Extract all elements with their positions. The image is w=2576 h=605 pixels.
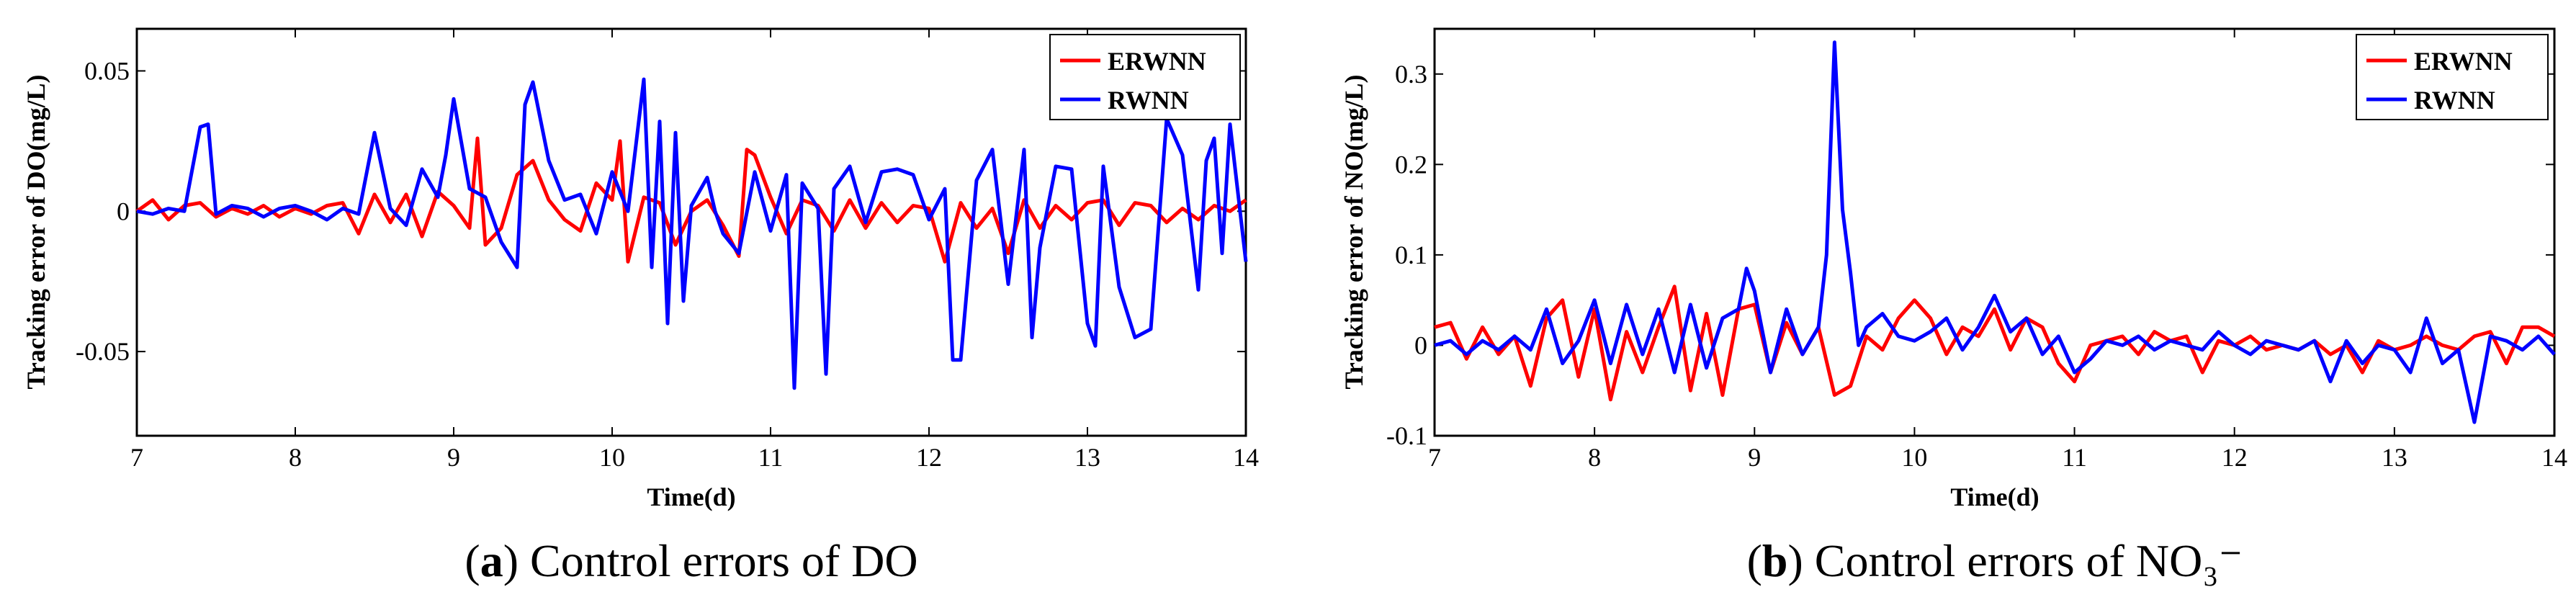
x-tick-label: 8 (1588, 443, 1601, 472)
x-tick-label: 10 (599, 443, 625, 472)
x-axis-ticks-a: 7 8 9 10 11 12 13 14 (130, 29, 1259, 472)
legend-label-rwnn-b: RWNN (2414, 86, 2495, 115)
x-tick-label: 12 (2222, 443, 2248, 472)
legend-b: ERWNN RWNN (2356, 34, 2549, 120)
y-tick-label: -0.1 (1386, 421, 1427, 450)
x-axis-label-a: Time(d) (647, 483, 735, 511)
x-tick-label: 14 (2541, 443, 2567, 472)
x-tick-label: 13 (1074, 443, 1100, 472)
y-axis-label-b: Tracking error of NO(mg/L) (1339, 75, 1368, 390)
caption-b-letter: b (1762, 535, 1788, 586)
series-line-erwnn (1434, 284, 2556, 402)
series-line-rwnn (136, 77, 1248, 390)
caption-b: (b) Control errors of NO₃⁻ (1747, 535, 2243, 586)
x-tick-label: 14 (1233, 443, 1259, 472)
x-tick-label: 7 (1428, 443, 1441, 472)
caption-a-letter: a (480, 535, 503, 586)
series-group-b (1434, 40, 2556, 424)
y-tick-label: 0 (1414, 331, 1427, 359)
y-tick-label: 0.1 (1395, 241, 1427, 269)
x-tick-label: 7 (130, 443, 143, 472)
chart-panel-a: 7 8 9 10 11 12 13 14 -0.05 0 0.05 Time(d) Trackin… (22, 27, 1259, 586)
x-axis-ticks-b: 7 8 9 10 11 12 13 14 (1428, 29, 2567, 472)
caption-b-text: ) Control errors of NO₃⁻ (1787, 535, 2243, 586)
y-tick-label: 0.2 (1395, 150, 1427, 179)
x-tick-label: 9 (1748, 443, 1761, 472)
x-tick-label: 12 (916, 443, 942, 472)
y-axis-label-a: Tracking error of DO(mg/L) (22, 75, 50, 390)
x-tick-label: 13 (2382, 443, 2407, 472)
x-tick-label: 9 (447, 443, 460, 472)
series-group-a (135, 77, 1248, 390)
caption-a-text: ) Control errors of DO (503, 535, 918, 586)
x-tick-label: 10 (1901, 443, 1927, 472)
y-axis-ticks-a: -0.05 0 0.05 (76, 56, 1246, 366)
x-tick-label: 11 (758, 443, 784, 472)
caption-a-open: ( (465, 535, 480, 586)
y-tick-label: -0.05 (76, 337, 130, 366)
x-tick-label: 8 (289, 443, 302, 472)
caption-b-open: ( (1747, 535, 1762, 586)
legend-label-rwnn-a: RWNN (1108, 86, 1189, 115)
legend-label-erwnn-a: ERWNN (1108, 47, 1206, 76)
y-tick-label: 0.3 (1395, 60, 1427, 89)
x-axis-label-b: Time(d) (1950, 483, 2039, 511)
series-line-erwnn (135, 136, 1247, 264)
x-tick-label: 11 (2062, 443, 2087, 472)
legend-box-a (1049, 34, 1241, 120)
y-tick-label: 0.05 (84, 56, 130, 85)
legend-box-b (2356, 34, 2549, 120)
legend-a: ERWNN RWNN (1049, 34, 1241, 120)
chart-panel-b: 7 8 9 10 11 12 13 14 -0.1 0 0.1 0.2 0.3 Time(d) Tra… (1339, 27, 2567, 586)
series-line-rwnn (1434, 40, 2556, 424)
caption-a: (a) Control errors of DO (465, 535, 917, 586)
y-tick-label: 0 (117, 197, 130, 225)
legend-label-erwnn-b: ERWNN (2414, 47, 2513, 76)
